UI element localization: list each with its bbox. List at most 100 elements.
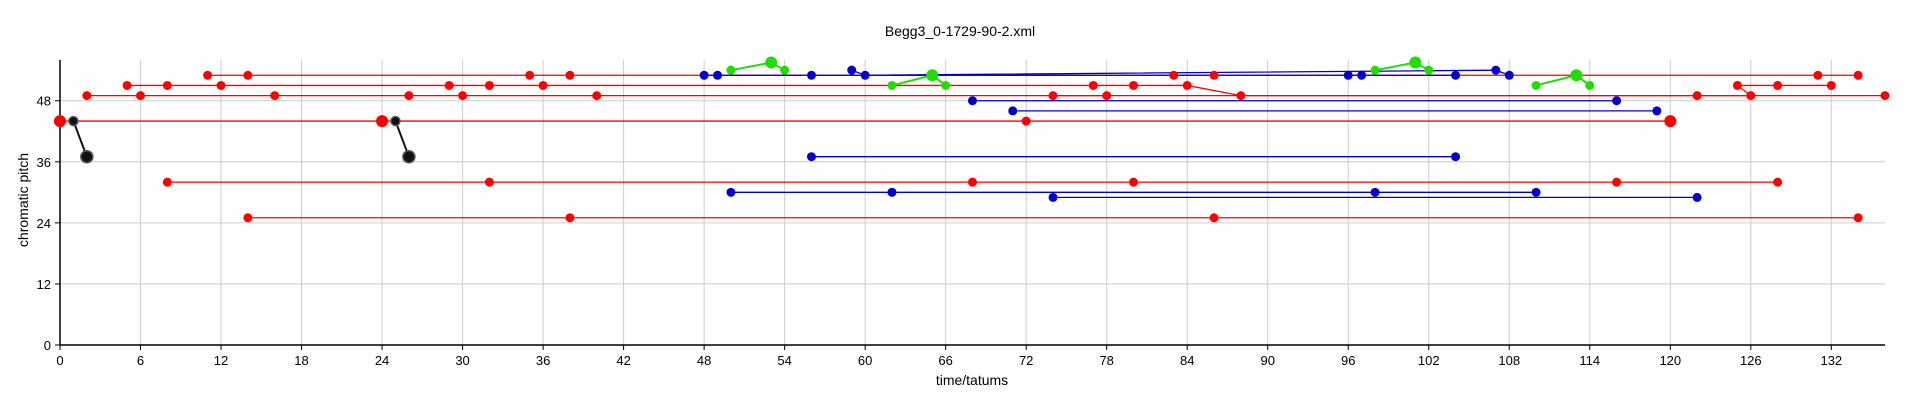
green-data-point [1424, 65, 1434, 75]
x-tick-label: 126 [1740, 353, 1762, 368]
red-data-point [1129, 80, 1139, 90]
red-data-point [1664, 115, 1677, 128]
red-data-point [1826, 80, 1836, 90]
x-tick-label: 132 [1820, 353, 1842, 368]
red-data-point [1746, 91, 1756, 101]
blue-series-line [851, 69, 1510, 76]
x-tick-label: 42 [616, 353, 630, 368]
red-data-point [162, 177, 172, 187]
blue-data-point [887, 187, 897, 197]
green-data-point [780, 65, 790, 75]
red-data-point [404, 91, 414, 101]
blue-data-point [1357, 70, 1367, 80]
red-data-point [243, 213, 253, 223]
blue-data-point [1343, 70, 1353, 80]
y-axis-title: chromatic pitch [15, 153, 31, 247]
black-data-point [80, 149, 94, 164]
blue-data-point [860, 70, 870, 80]
blue-data-point [1504, 70, 1514, 80]
red-data-point [968, 177, 977, 187]
red-data-point [1880, 91, 1890, 101]
red-data-point [1182, 80, 1192, 90]
red-data-point [1102, 91, 1112, 101]
x-tick-label: 72 [1019, 353, 1033, 368]
red-data-point [270, 91, 280, 101]
blue-data-point [699, 70, 709, 80]
x-tick-label: 54 [777, 353, 791, 368]
red-data-point [203, 70, 213, 80]
green-data-point [726, 65, 736, 75]
green-data-point [887, 80, 897, 90]
blue-data-point [968, 96, 977, 106]
x-tick-label: 84 [1180, 353, 1194, 368]
red-data-point [376, 115, 389, 128]
red-data-point [1853, 213, 1863, 223]
green-data-point [1370, 65, 1380, 75]
green-data-point [926, 69, 939, 82]
x-tick-label: 24 [375, 353, 389, 368]
blue-data-point [1008, 106, 1018, 116]
y-tick-label: 48 [37, 94, 51, 109]
blue-data-point [806, 152, 816, 162]
blue-data-point [1370, 187, 1380, 197]
red-data-point [1692, 91, 1702, 101]
blue-data-point [847, 65, 857, 75]
blue-data-point [1612, 96, 1622, 106]
y-tick-label: 12 [37, 277, 51, 292]
x-tick-labels: 0 6 12 18 24 30 36 42 48 54 60 66 72 78 84 90 96 102 108 11… [56, 353, 1842, 368]
y-tick-label: 24 [37, 216, 51, 231]
blue-data-point [1531, 187, 1541, 197]
x-tick-label: 114 [1579, 353, 1600, 368]
chart-title: Begg3_0-1729-90-2.xml [885, 23, 1035, 39]
green-data-point [1570, 69, 1583, 82]
red-data-point [1732, 80, 1742, 90]
red-data-point [216, 80, 226, 90]
red-data-point [82, 91, 92, 101]
series-lines [60, 61, 1885, 219]
x-tick-label: 66 [938, 353, 952, 368]
x-tick-label: 18 [294, 353, 308, 368]
red-series-line [127, 84, 1832, 97]
red-data-point [484, 80, 494, 90]
red-data-point [1021, 116, 1031, 126]
x-tick-label: 12 [214, 353, 228, 368]
red-data-point [243, 70, 253, 80]
green-data-point [1409, 56, 1422, 69]
blue-data-point [1692, 192, 1702, 202]
red-data-point [592, 91, 602, 101]
green-data-point [1531, 80, 1541, 90]
red-data-point [1853, 70, 1863, 80]
red-data-point [1813, 70, 1823, 80]
blue-data-point [1491, 65, 1501, 75]
blue-data-point [726, 187, 736, 197]
blue-data-point [806, 70, 816, 80]
x-axis-title: time/tatums [936, 372, 1008, 388]
red-data-point [136, 91, 146, 101]
red-data-point [525, 70, 535, 80]
red-data-point [1773, 177, 1783, 187]
red-data-point [1209, 213, 1219, 223]
red-data-point [1612, 177, 1622, 187]
x-tick-label: 108 [1498, 353, 1520, 368]
y-tick-labels: 0 12 24 36 48 [37, 94, 51, 353]
x-tick-label: 96 [1341, 353, 1355, 368]
red-data-point [565, 70, 575, 80]
x-tick-label: 78 [1099, 353, 1113, 368]
x-tick-label: 90 [1260, 353, 1274, 368]
x-tick-label: 36 [536, 353, 550, 368]
x-tick-label: 6 [137, 353, 144, 368]
red-data-point [54, 115, 66, 128]
blue-data-point [1652, 106, 1662, 116]
black-data-point [402, 149, 416, 164]
green-data-point [941, 80, 951, 90]
red-data-point [122, 80, 132, 90]
red-data-point [162, 80, 172, 90]
red-data-point [1209, 70, 1219, 80]
black-data-point [390, 115, 401, 127]
x-tick-label: 48 [697, 353, 711, 368]
red-data-point [538, 80, 548, 90]
blue-data-point [1048, 192, 1058, 202]
red-data-point [1773, 80, 1783, 90]
red-data-point [484, 177, 494, 187]
